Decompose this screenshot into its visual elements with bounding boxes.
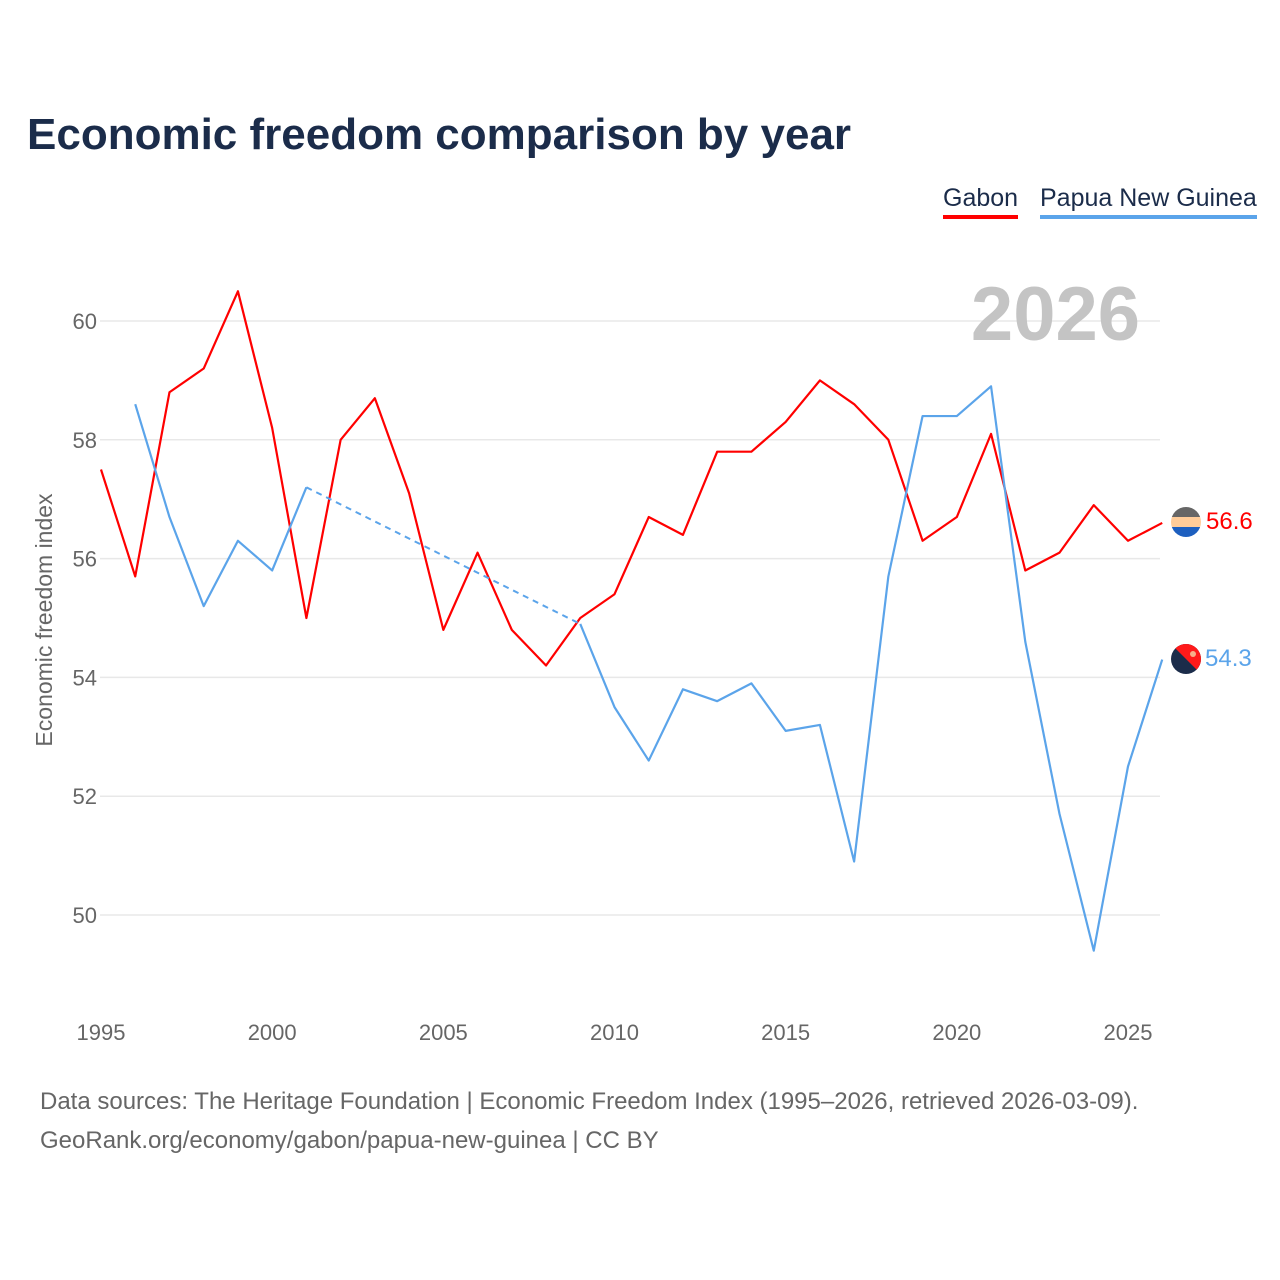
x-tick-label: 2020 [932, 1020, 981, 1045]
y-tick-label: 56 [73, 547, 97, 572]
gabon-flag-icon [1171, 507, 1201, 537]
papua-new-guinea-flag-icon [1171, 644, 1201, 674]
legend-papua-new-guinea[interactable]: Papua New Guinea [1040, 184, 1257, 219]
y-tick-label: 60 [73, 309, 97, 334]
series-line-papua-new-guinea [134, 403, 308, 608]
y-tick-label: 54 [73, 665, 97, 690]
series-line-gabon [99, 290, 1163, 667]
series-line-papua-new-guinea [579, 385, 1164, 952]
x-tick-label: 1995 [77, 1020, 126, 1045]
papua-new-guinea-end-label: 54.3 [1205, 645, 1252, 672]
year-watermark: 2026 [971, 272, 1140, 357]
y-tick-label: 58 [73, 428, 97, 453]
gabon-end-label: 56.6 [1206, 508, 1253, 535]
y-tick-label: 50 [73, 903, 97, 928]
y-axis-label: Economic freedom index [31, 493, 57, 747]
footer-sources: Data sources: The Heritage Foundation | … [40, 1088, 1139, 1115]
y-tick-label: 52 [73, 784, 97, 809]
chart-title: Economic freedom comparison by year [27, 110, 852, 159]
x-tick-label: 2000 [248, 1020, 297, 1045]
series-gap-line [305, 486, 581, 625]
x-tick-label: 2005 [419, 1020, 468, 1045]
x-tick-label: 2010 [590, 1020, 639, 1045]
legend-gabon[interactable]: Gabon [943, 184, 1019, 219]
footer-link[interactable]: GeoRank.org/economy/gabon/papua-new-guin… [40, 1127, 659, 1154]
x-tick-label: 2025 [1104, 1020, 1153, 1045]
x-tick-label: 2015 [761, 1020, 810, 1045]
